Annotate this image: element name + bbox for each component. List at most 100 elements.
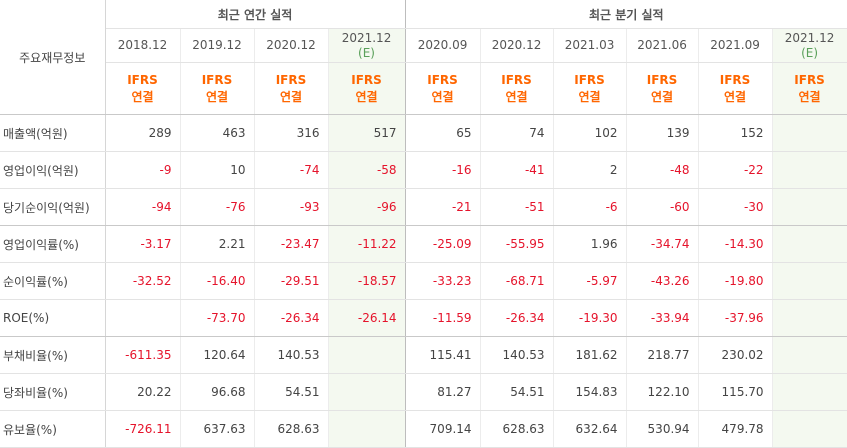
table-cell: -51 [480,188,554,226]
ifrs-label: IFRS [427,72,458,87]
table-cell: 120.64 [180,336,255,374]
period-header: 2018.12 [105,28,181,63]
table-cell: 152 [698,114,773,152]
period-header: 2021.12 (E) [772,28,847,63]
table-cell: -19.30 [553,299,627,337]
table-cell: -16.40 [180,262,255,300]
row-label[interactable]: 순이익률(%) [0,262,106,300]
table-cell: 74 [480,114,554,152]
table-cell: 54.51 [254,373,329,411]
table-cell: -26.34 [254,299,329,337]
table-cell [772,114,847,152]
consolidated-label: 연결 [131,89,154,104]
estimate-marker: (E) [801,45,819,60]
period-header: 2020.12 [480,28,554,63]
table-cell [772,188,847,226]
table-cell: -11.59 [405,299,481,337]
table-cell: -26.14 [328,299,406,337]
table-row: 영업이익(억원) -9 10 -74 -58 -16 -41 2 -48 -22 [0,151,847,189]
row-label[interactable]: 부채비율(%) [0,336,106,374]
table-cell: -30 [698,188,773,226]
ifrs-badge: IFRS 연결 [328,62,406,115]
table-row: 부채비율(%) -611.35 120.64 140.53 115.41 140.53 18… [0,336,847,374]
table-cell: -93 [254,188,329,226]
table-cell: -73.70 [180,299,255,337]
table-row: 유보율(%) -726.11 637.63 628.63 709.14 628.63 632… [0,410,847,448]
table-cell: -43.26 [626,262,699,300]
ifrs-badge: IFRS 연결 [626,62,699,115]
consolidated-label: 연결 [651,89,674,104]
table-cell: 140.53 [254,336,329,374]
row-label[interactable]: 영업이익률(%) [0,225,106,263]
table-cell: 632.64 [553,410,627,448]
table-cell: 628.63 [254,410,329,448]
table-cell [772,410,847,448]
ifrs-label: IFRS [501,72,532,87]
table-cell: -29.51 [254,262,329,300]
period-header: 2021.12 (E) [328,28,406,63]
table-cell [772,151,847,189]
ifrs-label: IFRS [201,72,233,87]
table-cell: 289 [105,114,181,152]
ifrs-label: IFRS [127,72,158,87]
ifrs-badge: IFRS 연결 [105,62,181,115]
table-cell: 154.83 [553,373,627,411]
period-label: 2020.12 [491,38,542,52]
table-cell: 115.41 [405,336,481,374]
consolidated-label: 연결 [279,89,303,104]
period-label: 2021.09 [710,38,760,52]
consolidated-label: 연결 [505,89,528,104]
table-cell [105,299,181,337]
period-header: 2020.09 [405,28,481,63]
table-cell: -33.94 [626,299,699,337]
ifrs-label: IFRS [794,72,825,87]
table-cell [772,336,847,374]
row-label[interactable]: 영업이익(억원) [0,151,106,189]
ifrs-label: IFRS [275,72,307,87]
period-label: 2021.03 [564,38,615,52]
period-label: 2021.12 [341,30,392,45]
row-label[interactable]: 매출액(억원) [0,114,106,152]
ifrs-label: IFRS [574,72,605,87]
table-cell: 96.68 [180,373,255,411]
table-row: 매출액(억원) 289 463 316 517 65 74 102 139 152 [0,114,847,152]
table-cell [328,410,406,448]
period-label: 2021.06 [637,38,687,52]
table-cell: 181.62 [553,336,627,374]
table-cell [328,336,406,374]
table-cell: -76 [180,188,255,226]
table-row: 당좌비율(%) 20.22 96.68 54.51 81.27 54.51 154.83 12… [0,373,847,411]
table-cell: -16 [405,151,481,189]
estimate-marker: (E) [358,45,375,60]
period-label: 2019.12 [192,38,242,52]
table-cell [772,299,847,337]
period-header: 2021.06 [626,28,699,63]
table-cell: -55.95 [480,225,554,263]
table-cell: 2 [553,151,627,189]
table-cell: -611.35 [105,336,181,374]
period-header: 2021.03 [553,28,627,63]
period-header: 2021.09 [698,28,773,63]
period-header: 2020.12 [254,28,329,63]
consolidated-label: 연결 [798,89,821,104]
row-label[interactable]: 유보율(%) [0,410,106,448]
period-header: 2019.12 [180,28,255,63]
table-cell: -23.47 [254,225,329,263]
ifrs-badge: IFRS 연결 [698,62,773,115]
table-cell: -18.57 [328,262,406,300]
table-cell: -25.09 [405,225,481,263]
row-label[interactable]: 당좌비율(%) [0,373,106,411]
table-cell: -32.52 [105,262,181,300]
table-cell: 139 [626,114,699,152]
ifrs-label: IFRS [719,72,751,87]
table-cell: 637.63 [180,410,255,448]
table-cell: 65 [405,114,481,152]
table-cell: 10 [180,151,255,189]
table-cell: 230.02 [698,336,773,374]
row-label[interactable]: ROE(%) [0,299,106,337]
table-cell: -60 [626,188,699,226]
row-header-label: 주요재무정보 [0,0,106,115]
row-label[interactable]: 당기순이익(억원) [0,188,106,226]
ifrs-badge: IFRS 연결 [254,62,329,115]
